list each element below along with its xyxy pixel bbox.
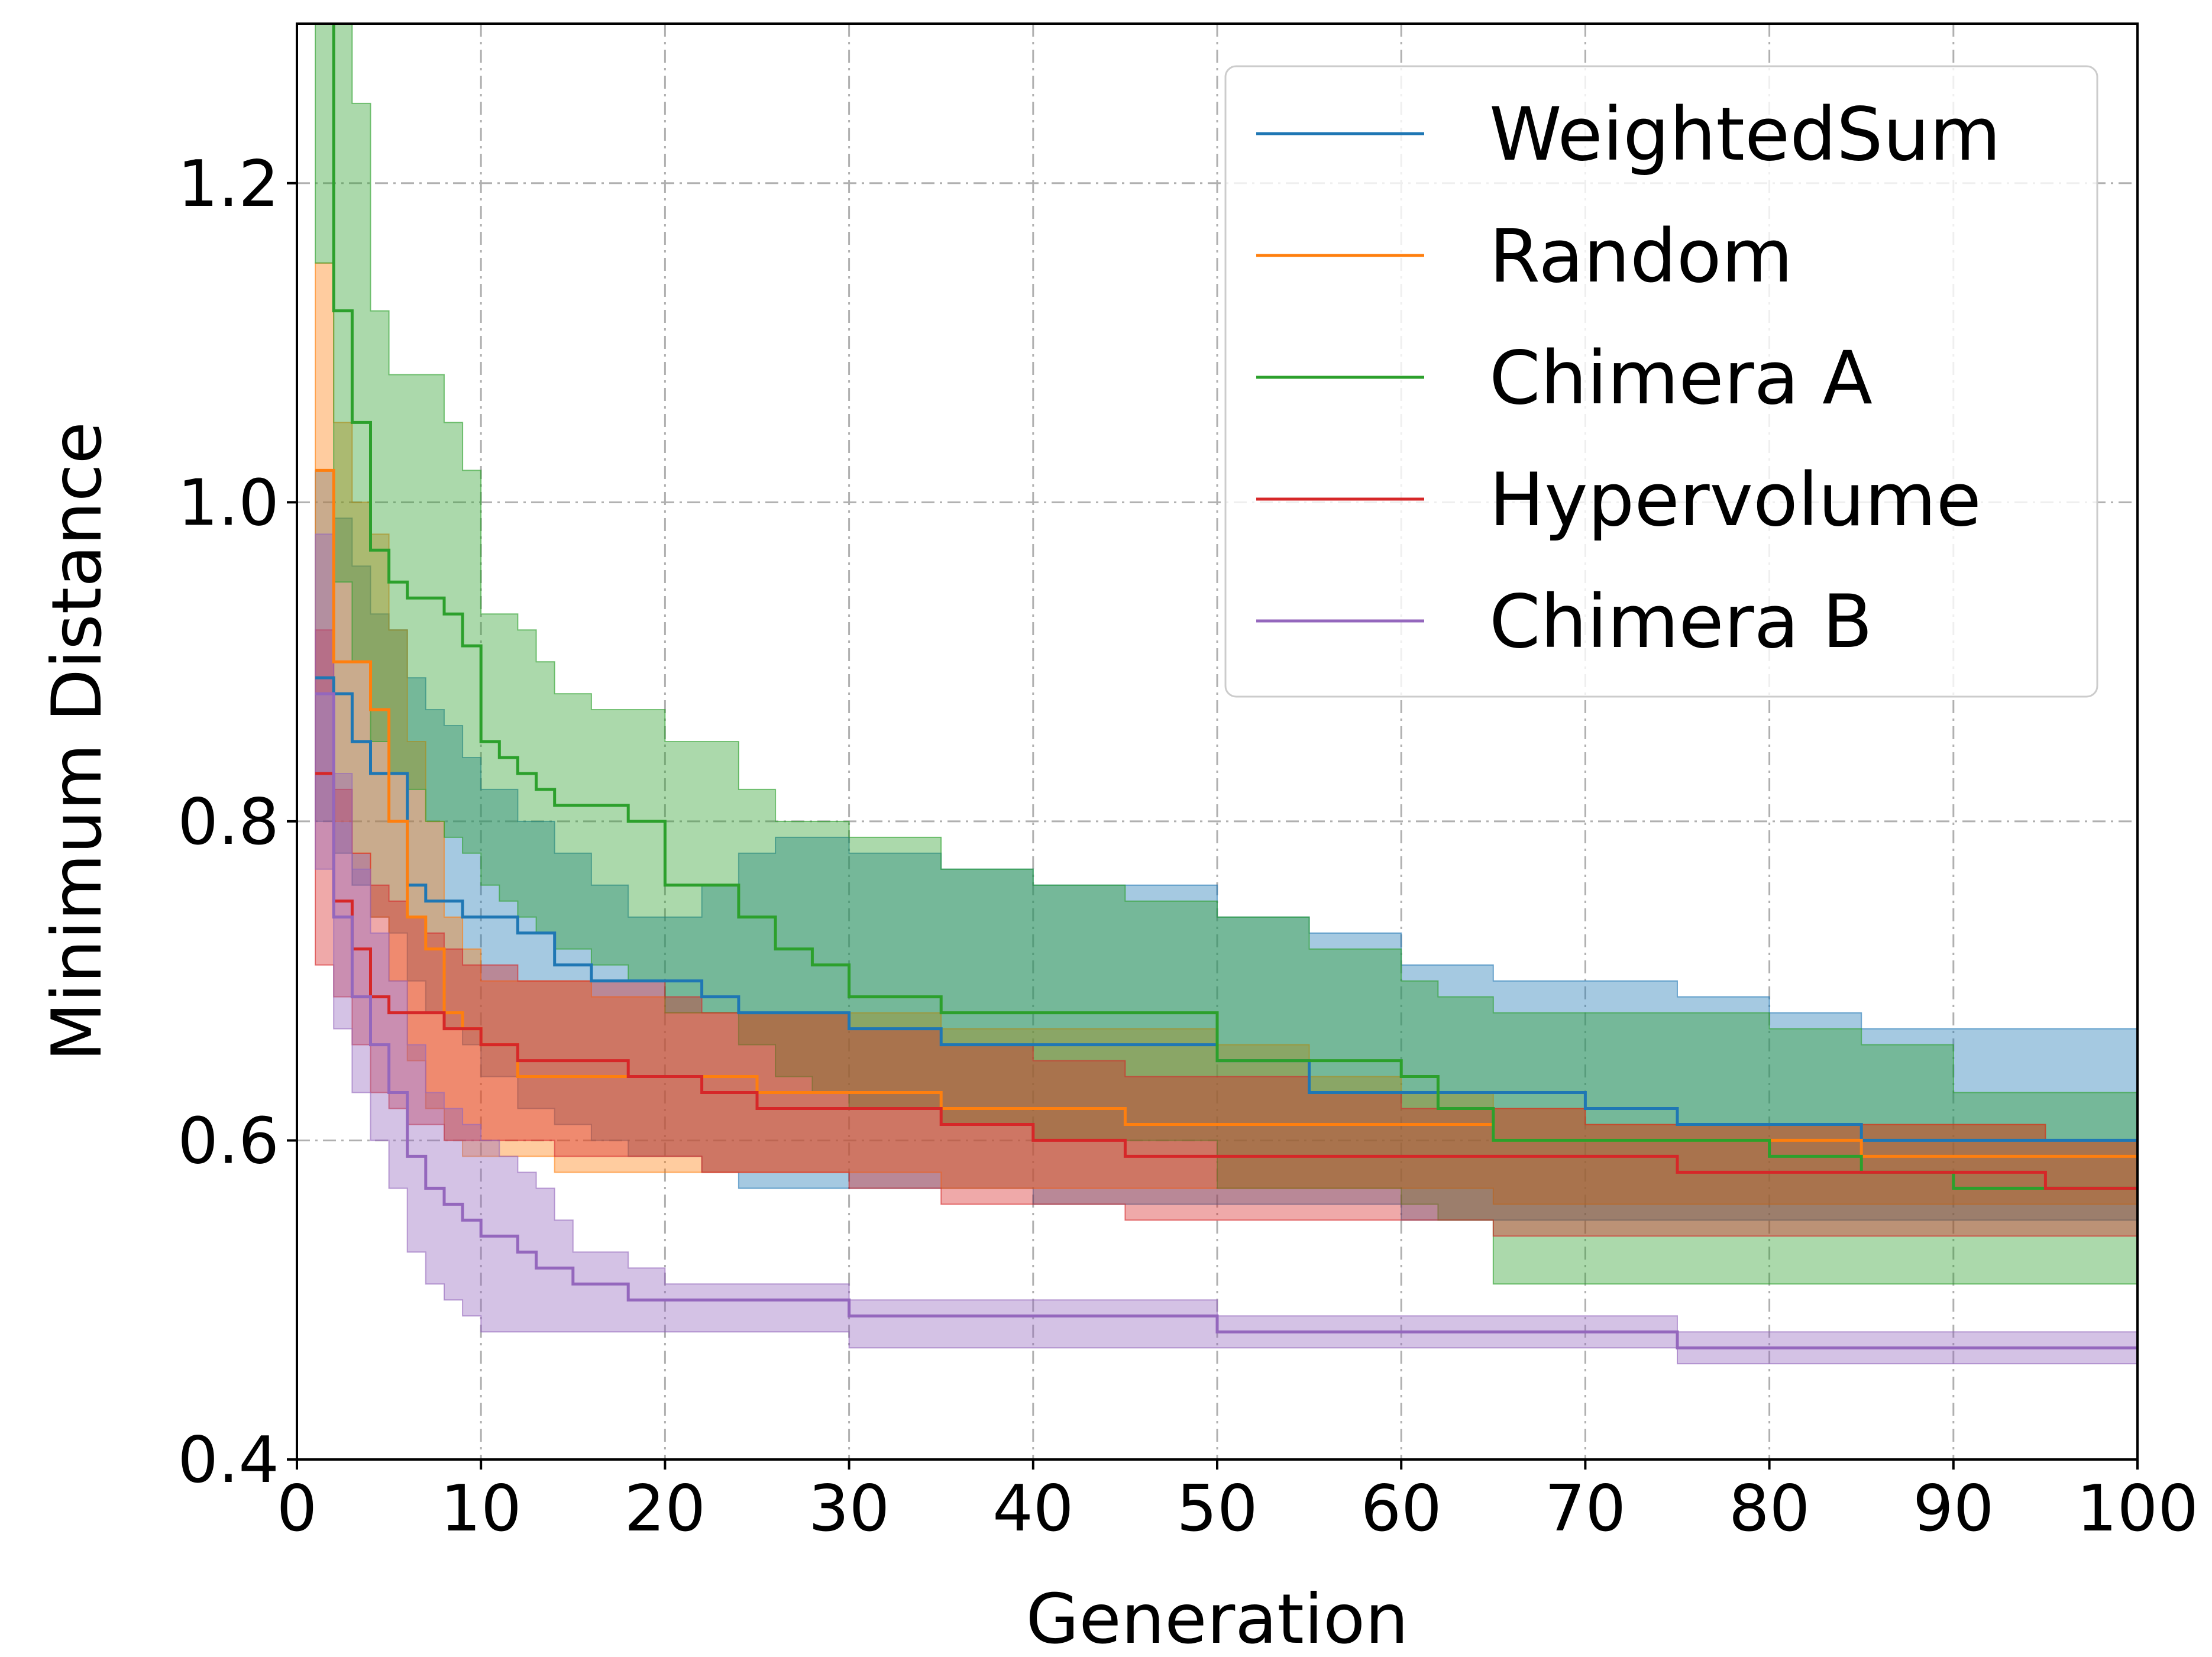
x-tick-label: 60 xyxy=(1360,1472,1441,1546)
axis-ticks: 0 10 20 30 40 50 60 70 80 90 100 0.4 0.6 0.8 1.0 1.2 xyxy=(177,147,2198,1546)
legend-label-weightedsum: WeightedSum xyxy=(1489,92,2001,177)
legend-label-chimera-a: Chimera A xyxy=(1489,336,1873,421)
x-tick-label: 0 xyxy=(277,1472,318,1546)
legend-label-hypervolume: Hypervolume xyxy=(1489,458,1981,543)
line-chimera-a xyxy=(332,24,2137,1190)
x-tick-label: 30 xyxy=(809,1472,890,1546)
x-tick-label: 90 xyxy=(1913,1472,1994,1546)
series-lines xyxy=(315,24,2137,1349)
y-tick-label: 0.4 xyxy=(177,1423,279,1497)
band-weightedsum xyxy=(315,470,2137,1221)
legend: WeightedSum Random Chimera A Hypervolume Chi… xyxy=(1224,65,2098,698)
x-tick-label: 40 xyxy=(992,1472,1073,1546)
line-chimera-b xyxy=(315,692,2137,1349)
x-tick-label: 20 xyxy=(625,1472,706,1546)
legend-box xyxy=(1224,65,2098,698)
x-axis-title: Generation xyxy=(1026,1580,1408,1657)
y-tick-label: 0.8 xyxy=(177,785,279,859)
y-axis-title: Minimum Distance xyxy=(37,422,117,1061)
x-tick-label: 80 xyxy=(1729,1472,1810,1546)
x-tick-label: 70 xyxy=(1545,1472,1626,1546)
legend-label-random: Random xyxy=(1489,214,1793,299)
band-hypervolume xyxy=(315,629,2137,1237)
band-chimera-b xyxy=(315,533,2137,1365)
confidence-bands xyxy=(315,24,2137,1365)
y-tick-label: 1.0 xyxy=(177,466,279,540)
line-hypervolume xyxy=(315,772,2137,1190)
band-chimera-a xyxy=(315,24,2137,1285)
y-tick-label: 0.6 xyxy=(177,1104,279,1178)
x-tick-label: 100 xyxy=(2077,1472,2198,1546)
x-tick-label: 50 xyxy=(1176,1472,1257,1546)
x-tick-label: 10 xyxy=(440,1472,521,1546)
y-tick-label: 1.2 xyxy=(177,147,279,221)
legend-label-chimera-b: Chimera B xyxy=(1489,580,1873,665)
